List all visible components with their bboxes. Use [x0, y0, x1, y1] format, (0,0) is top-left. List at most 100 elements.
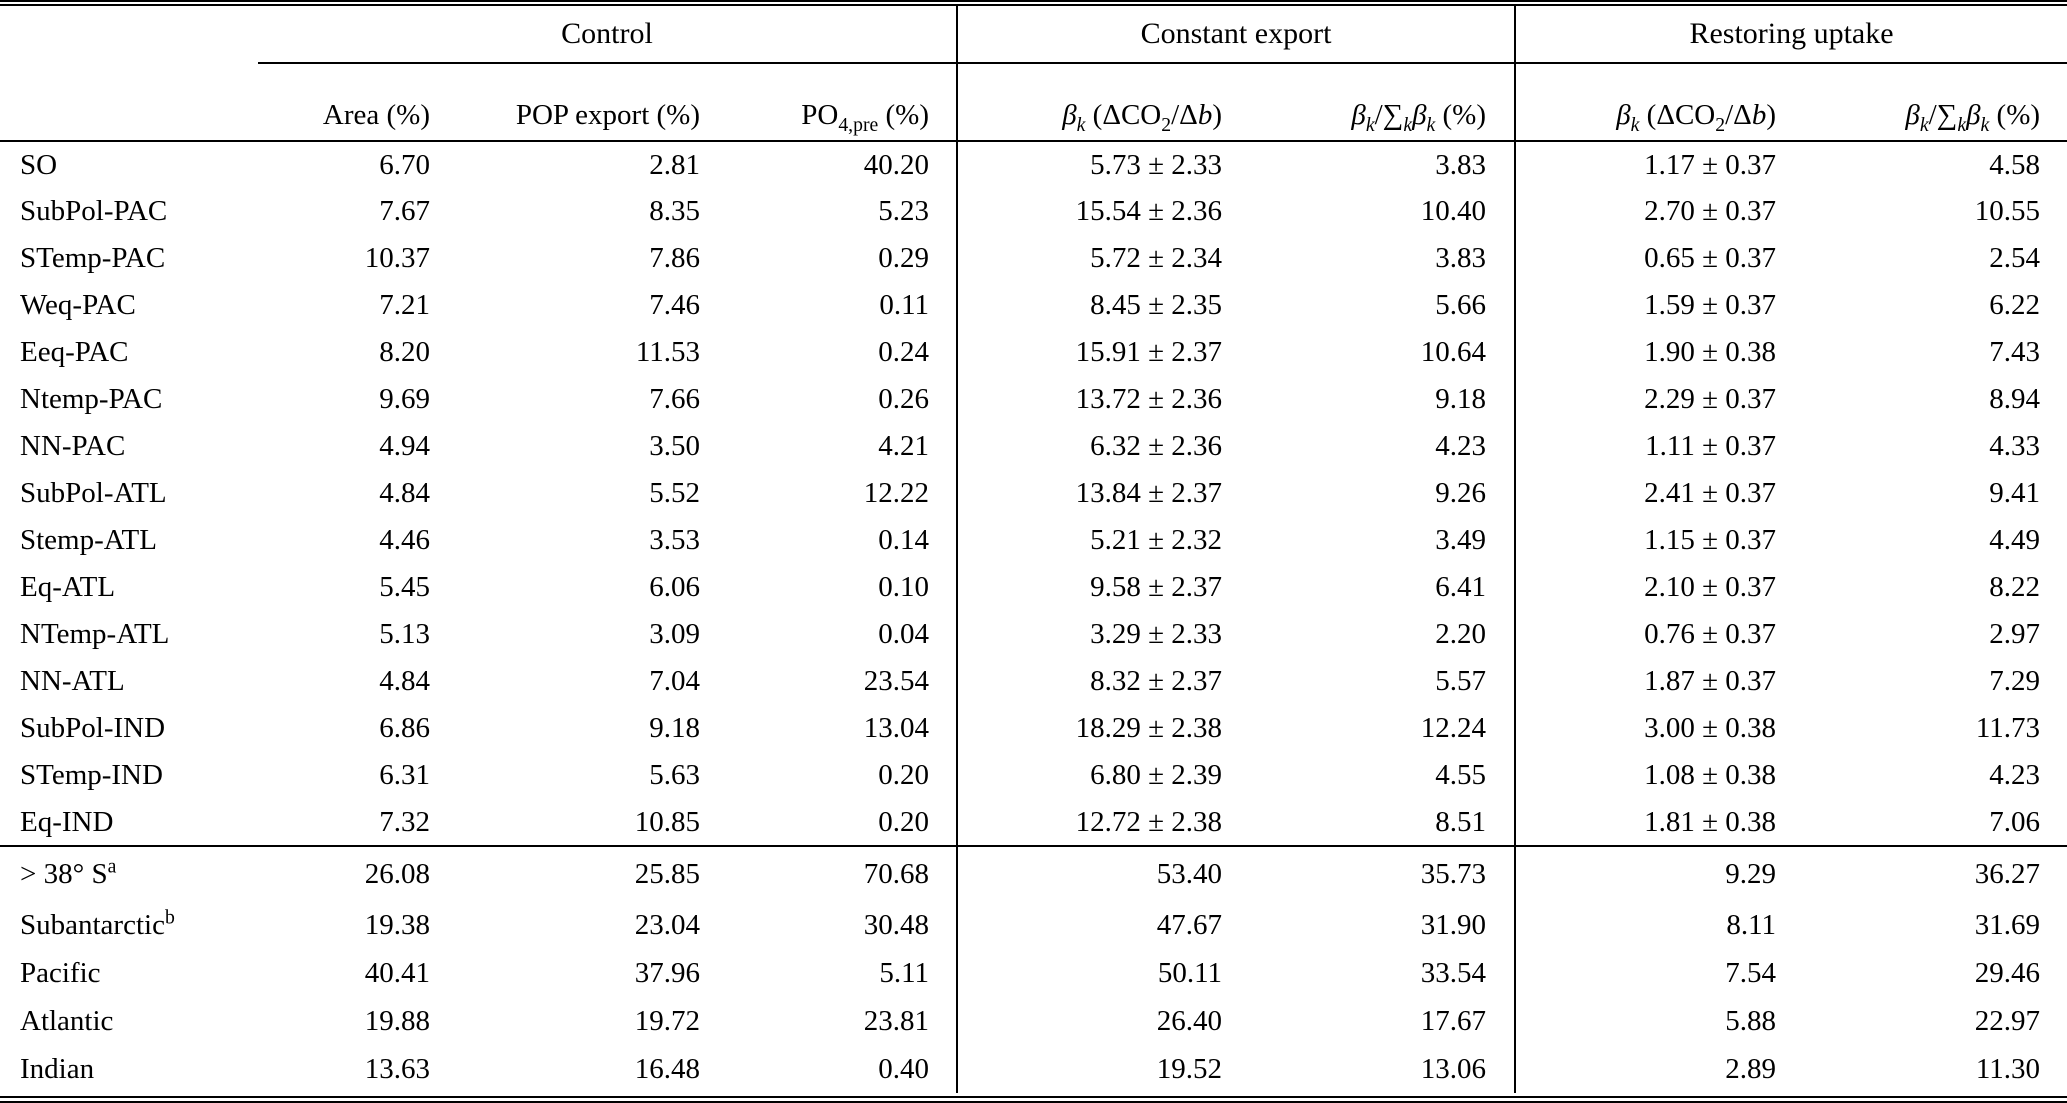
top-rule-outer — [0, 0, 2067, 2]
region-label: Eeq-PAC — [20, 336, 129, 369]
region-label: SubPol-IND — [20, 712, 166, 745]
table-row: STemp-IND 6.31 5.63 0.20 6.80 ± 2.39 4.5… — [0, 752, 2067, 799]
region-label-cell: STemp-PAC — [0, 235, 258, 282]
group-header-restoring-uptake: Restoring uptake — [1513, 6, 2067, 64]
region-label: Subantarctic — [20, 908, 165, 941]
beta-fraction-constant-cell: 9.26 — [1435, 477, 1486, 510]
region-rows: SO 6.70 2.81 40.20 5.73 ± 2.33 3.83 1.17… — [0, 141, 2067, 846]
beta-fraction-restoring-cell: 36.27 — [1974, 857, 2041, 890]
area-cell: 19.38 — [364, 908, 430, 941]
pop-export-cell: 5.52 — [649, 477, 700, 510]
group-header-constant-export: Constant export — [956, 6, 1515, 64]
beta-restoring-cell: 8.11 — [1514, 901, 1776, 949]
po4-pre-cell: 0.24 — [878, 336, 929, 369]
region-label-cell: Pacific — [0, 949, 258, 997]
table-row: Ntemp-PAC 9.69 7.66 0.26 13.72 ± 2.36 9.… — [0, 376, 2067, 423]
column-header-beta-restoring: βk (ΔCO2/Δb) — [1514, 63, 1776, 142]
region-label: STemp-IND — [20, 759, 163, 792]
po4-pre-cell: 0.14 — [878, 524, 929, 557]
po4-pre-cell: 13.04 — [863, 712, 929, 745]
area-cell: 13.63 — [364, 1052, 430, 1085]
beta-fraction-restoring-cell: 4.58 — [1989, 148, 2041, 181]
region-label: Weq-PAC — [20, 289, 136, 322]
region-label-cell: Subantarcticb — [0, 901, 258, 949]
pop-export-cell: 10.85 — [634, 805, 700, 838]
po4-pre-cell: 0.40 — [878, 1052, 929, 1085]
beta-fraction-restoring-cell: 31.69 — [1974, 908, 2041, 941]
beta-fraction-constant-cell: 35.73 — [1420, 857, 1486, 890]
pop-export-cell: 7.04 — [649, 665, 700, 698]
table-row: > 38° Sa 26.08 25.85 70.68 53.40 35.73 9… — [0, 846, 2067, 901]
area-cell: 6.70 — [379, 148, 430, 181]
column-header-row: Area (%) POP export (%) PO4,pre (%) βk (… — [0, 63, 2067, 142]
beta-fraction-constant-cell: 4.55 — [1435, 759, 1486, 792]
beta-restoring-cell: 1.11 ± 0.37 — [1514, 423, 1776, 470]
beta-restoring-cell: 1.17 ± 0.37 — [1514, 141, 1776, 188]
column-header-po4-pre: PO4,pre (%) — [700, 63, 957, 142]
table-row: Atlantic 19.88 19.72 23.81 26.40 17.67 5… — [0, 997, 2067, 1045]
region-label-cell: Indian — [0, 1045, 258, 1093]
group-header-row: Control Constant export Restoring uptake — [0, 6, 2067, 64]
beta-fraction-restoring-cell: 22.97 — [1974, 1004, 2041, 1037]
region-label-cell: NN-PAC — [0, 423, 258, 470]
beta-restoring-cell: 1.59 ± 0.37 — [1514, 282, 1776, 329]
table-header: Control Constant export Restoring uptake… — [0, 6, 2067, 142]
po4-pre-cell: 0.11 — [879, 289, 929, 322]
table-row: STemp-PAC 10.37 7.86 0.29 5.72 ± 2.34 3.… — [0, 235, 2067, 282]
beta-constant-cell: 8.45 ± 2.35 — [956, 282, 1222, 329]
beta-fraction-restoring-cell: 6.22 — [1989, 289, 2041, 322]
area-cell: 5.13 — [379, 618, 430, 651]
region-label-cell: Eq-IND — [0, 799, 258, 846]
pop-export-cell: 7.66 — [649, 383, 700, 416]
po4-pre-cell: 4.21 — [878, 430, 929, 463]
beta-constant-cell: 13.72 ± 2.36 — [956, 376, 1222, 423]
beta-constant-cell: 18.29 ± 2.38 — [956, 705, 1222, 752]
beta-fraction-constant-cell: 31.90 — [1420, 908, 1486, 941]
pop-export-cell: 11.53 — [635, 336, 700, 369]
beta-fraction-constant-cell: 5.57 — [1435, 665, 1486, 698]
beta-constant-cell: 3.29 ± 2.33 — [956, 611, 1222, 658]
region-label-cell: Weq-PAC — [0, 282, 258, 329]
table-row: NN-PAC 4.94 3.50 4.21 6.32 ± 2.36 4.23 1… — [0, 423, 2067, 470]
beta-constant-cell: 53.40 — [956, 846, 1222, 901]
table-row: Eq-ATL 5.45 6.06 0.10 9.58 ± 2.37 6.41 2… — [0, 564, 2067, 611]
area-cell: 4.94 — [379, 430, 430, 463]
beta-fraction-restoring-cell: 11.73 — [1975, 712, 2041, 745]
beta-restoring-cell: 1.81 ± 0.38 — [1514, 799, 1776, 846]
top-rule-inner — [0, 4, 2067, 6]
region-label: Indian — [20, 1052, 95, 1085]
table-row: SubPol-PAC 7.67 8.35 5.23 15.54 ± 2.36 1… — [0, 188, 2067, 235]
beta-fraction-restoring-cell: 4.33 — [1989, 430, 2041, 463]
column-header-region-spacer — [0, 63, 258, 142]
table-row: Stemp-ATL 4.46 3.53 0.14 5.21 ± 2.32 3.4… — [0, 517, 2067, 564]
region-label: Eq-ATL — [20, 571, 116, 604]
pop-export-cell: 6.06 — [649, 571, 700, 604]
pop-export-cell: 3.53 — [649, 524, 700, 557]
region-label-footnote-marker: a — [107, 855, 117, 878]
po4-pre-cell: 0.20 — [878, 805, 929, 838]
region-label-cell: Atlantic — [0, 997, 258, 1045]
region-label: > 38° S — [20, 857, 108, 890]
area-cell: 6.31 — [379, 759, 430, 792]
column-header-beta-fraction-restoring: βk/∑kβk (%) — [1776, 63, 2067, 142]
table-row: Weq-PAC 7.21 7.46 0.11 8.45 ± 2.35 5.66 … — [0, 282, 2067, 329]
column-header-beta-constant: βk (ΔCO2/Δb) — [956, 63, 1222, 142]
beta-constant-cell: 6.32 ± 2.36 — [956, 423, 1222, 470]
column-header-beta-fraction-constant: βk/∑kβk (%) — [1222, 63, 1515, 142]
beta-fraction-restoring-cell: 8.94 — [1989, 383, 2041, 416]
region-label: Pacific — [20, 956, 101, 989]
pop-export-cell: 9.18 — [649, 712, 700, 745]
beta-fraction-constant-cell: 3.83 — [1435, 148, 1486, 181]
beta-constant-cell: 9.58 ± 2.37 — [956, 564, 1222, 611]
beta-fraction-restoring-cell: 2.97 — [1989, 618, 2041, 651]
po4-pre-cell: 0.29 — [878, 242, 929, 275]
beta-constant-cell: 19.52 — [956, 1045, 1222, 1093]
region-label: NN-ATL — [20, 665, 125, 698]
pop-export-cell: 8.35 — [649, 195, 700, 228]
area-cell: 40.41 — [364, 956, 430, 989]
beta-constant-cell: 26.40 — [956, 997, 1222, 1045]
area-cell: 8.20 — [379, 336, 430, 369]
beta-fraction-restoring-cell: 4.23 — [1989, 759, 2041, 792]
beta-fraction-constant-cell: 9.18 — [1435, 383, 1486, 416]
